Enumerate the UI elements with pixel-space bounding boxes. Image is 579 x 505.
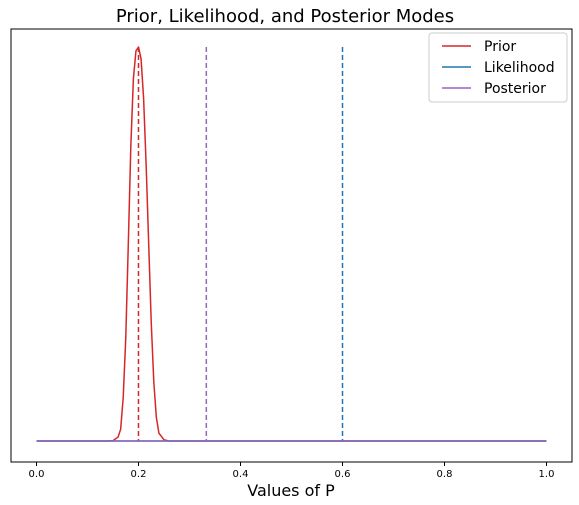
x-tick-label: 0.2 (131, 469, 147, 480)
x-tick-label: 0.0 (29, 469, 45, 480)
series-lines (36, 46, 547, 442)
legend: Prior Likelihood Posterior (428, 32, 568, 103)
x-tick-label: 0.4 (233, 469, 249, 480)
legend-box (428, 32, 568, 103)
x-tick-label: 0.6 (335, 469, 351, 480)
chart-title: Prior, Likelihood, and Posterior Modes (116, 6, 454, 27)
legend-label: Posterior (484, 81, 546, 97)
legend-label: Likelihood (484, 60, 555, 76)
x-axis-ticks: 0.0 0.2 0.4 0.6 0.8 1.0 (29, 462, 555, 480)
plot-area (10, 28, 573, 463)
mode-lines (137, 47, 344, 441)
x-axis-label: Values of P (247, 481, 335, 500)
x-tick-label: 0.8 (437, 469, 453, 480)
x-tick-label: 1.0 (539, 469, 555, 480)
series-line-prior (36, 46, 547, 442)
legend-label: Prior (484, 39, 516, 55)
